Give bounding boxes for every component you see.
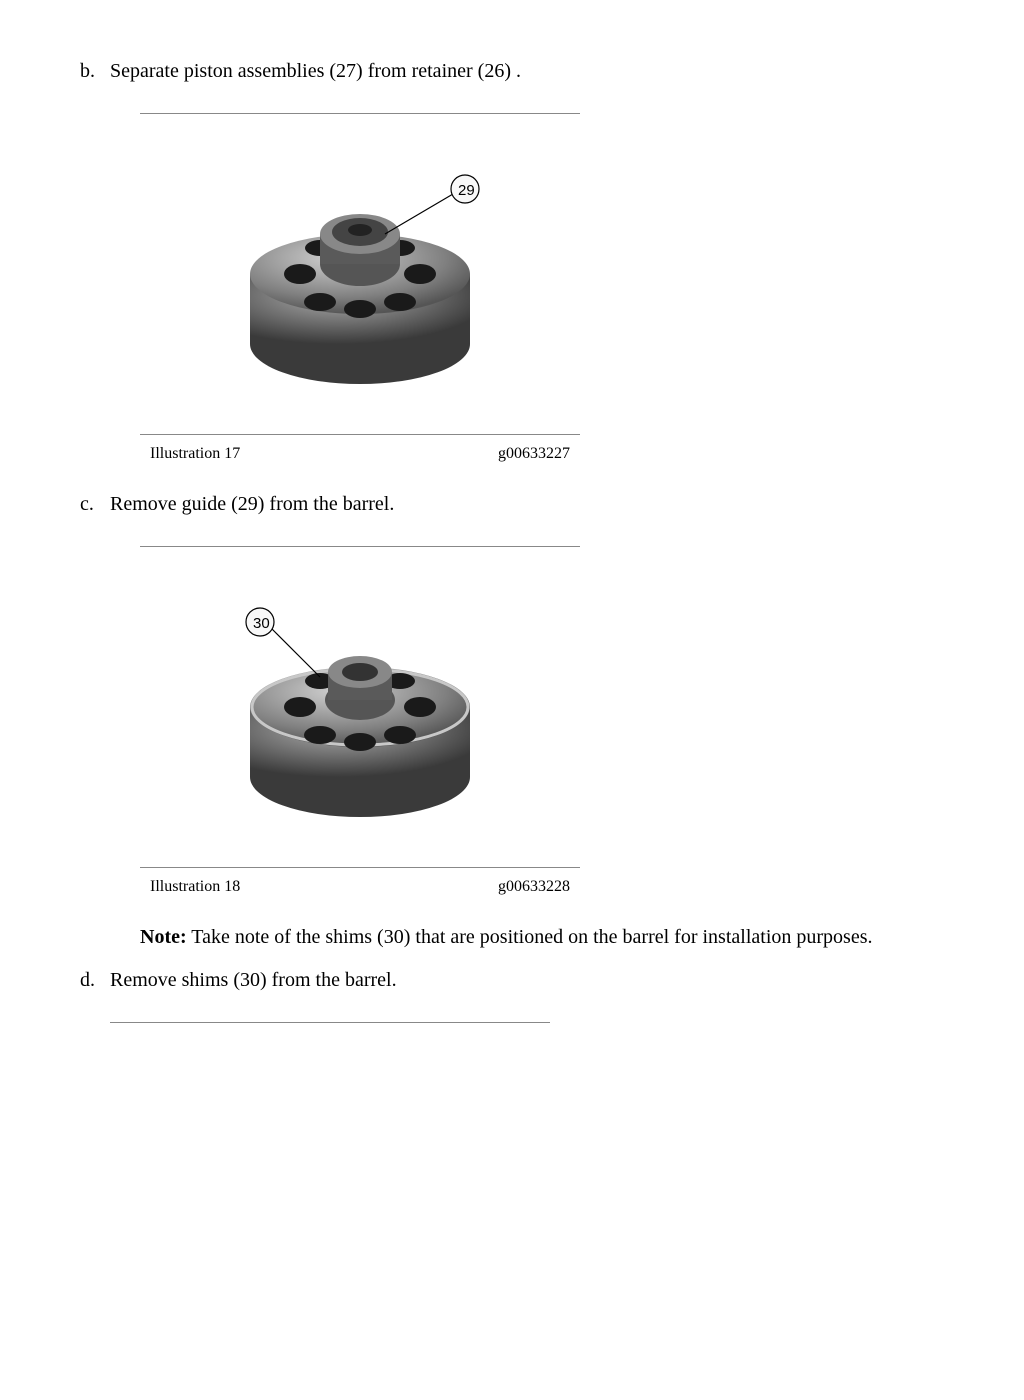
note-block: Note: Take note of the shims (30) that a… [140,926,920,949]
step-d-text: Remove shims (30) from the barrel. [110,969,944,992]
step-c-text: Remove guide (29) from the barrel. [110,493,944,516]
callout-30: 30 [253,615,270,632]
step-c-label: c. Remove guide (29) from the barrel. [80,493,944,516]
figure-19-top-rule [110,1022,550,1023]
step-c-letter: c. [80,493,110,516]
step-b: b. Separate piston assemblies (27) from … [80,60,944,83]
figure-18-caption: Illustration 18 g00633228 [140,868,580,896]
callout-29: 29 [458,182,475,199]
step-b-letter: b. [80,60,110,83]
figure-18-label: Illustration 18 [150,878,240,896]
step-b-text: Separate piston assemblies (27) from ret… [110,60,944,83]
figure-17: 29 Illustration 17 g00633227 [140,113,580,463]
figure-18-image: 30 [140,547,580,867]
step-d: d. Remove shims (30) from the barrel. [80,969,944,992]
figure-17-label: Illustration 17 [150,445,240,463]
note-label: Note: [140,926,187,948]
figure-17-code: g00633227 [498,445,570,463]
step-b-label: b. Separate piston assemblies (27) from … [80,60,944,83]
step-d-label: d. Remove shims (30) from the barrel. [80,969,944,992]
barrel-illustration-17: 29 [210,144,510,404]
figure-18: 30 Illustration 18 g00633228 [140,546,580,896]
note-text: Take note of the shims (30) that are pos… [187,926,873,948]
step-c: c. Remove guide (29) from the barrel. [80,493,944,516]
barrel-illustration-18: 30 [210,577,510,837]
figure-19-start [110,1022,550,1023]
figure-17-caption: Illustration 17 g00633227 [140,435,580,463]
figure-17-image: 29 [140,114,580,434]
figure-18-code: g00633228 [498,878,570,896]
step-d-letter: d. [80,969,110,992]
